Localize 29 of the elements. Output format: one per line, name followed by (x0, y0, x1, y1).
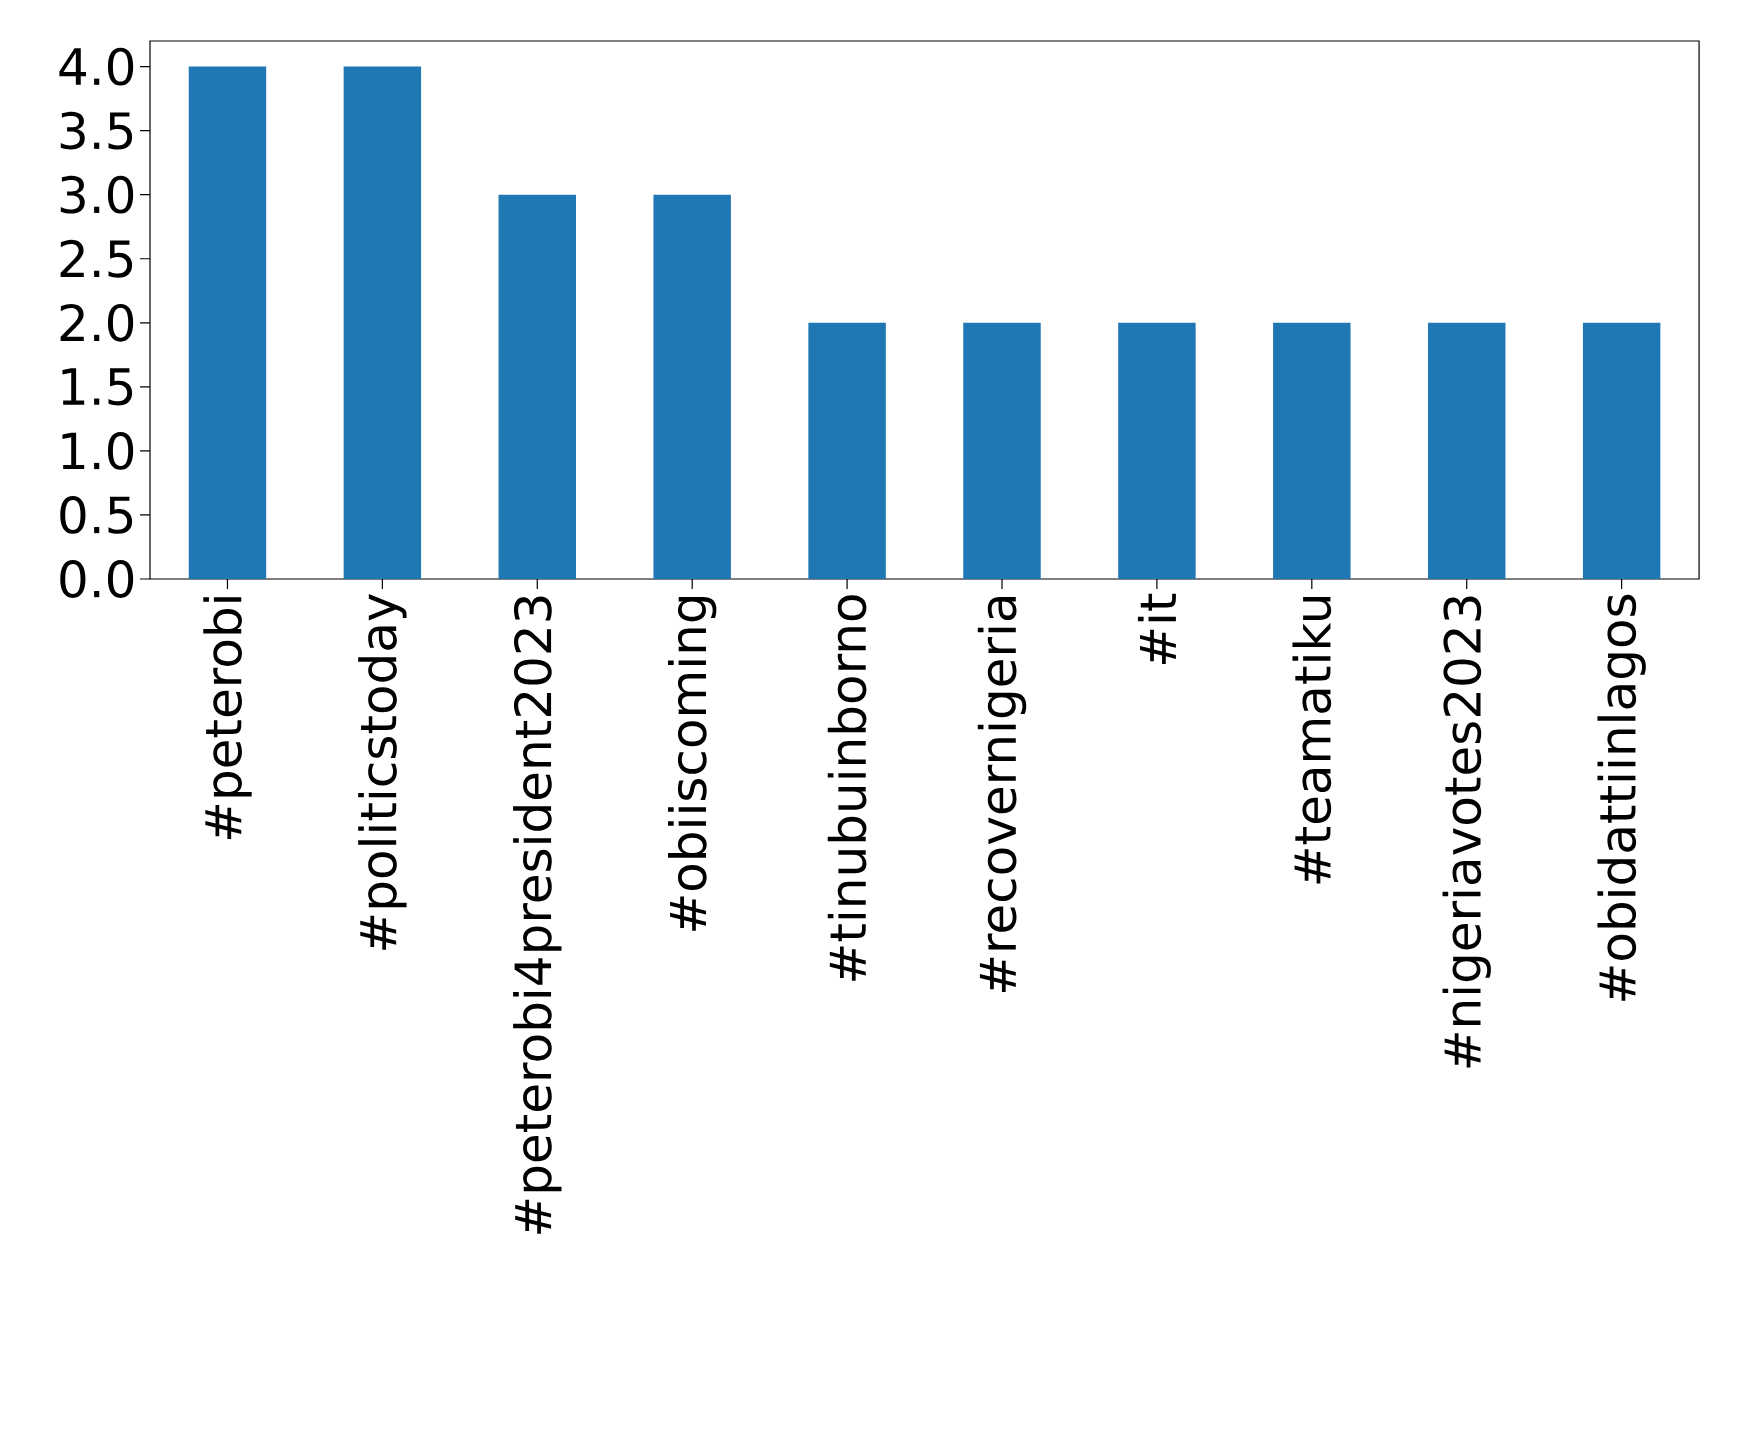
bar (1582, 322, 1661, 579)
bar (498, 194, 576, 579)
x-tick-label: #recovernigeria (977, 597, 1027, 993)
x-tick-label: #obiiscoming (667, 596, 717, 931)
y-tick-label: 1.0 (62, 431, 134, 470)
bar (653, 194, 731, 579)
bar (188, 66, 267, 579)
x-tick-label: #nigeriavotes2023 (1442, 596, 1491, 1068)
bar (343, 66, 422, 579)
x-tick-label: #tinubuinborno (827, 595, 867, 981)
y-tick-label: 4.0 (59, 47, 134, 86)
y-tick-label: 2.5 (60, 239, 133, 278)
x-tick-label: #peterobi (203, 597, 252, 840)
y-tick-label: 3.0 (60, 175, 134, 214)
bar (1427, 322, 1506, 579)
x-tick-label: #peterobi4president2023 (513, 596, 562, 1234)
y-tick-label: 0.0 (60, 560, 134, 598)
bar (963, 322, 1041, 579)
y-tick-label: 3.5 (60, 111, 133, 150)
x-tick-label: #politicstoday (358, 593, 407, 950)
bar (808, 322, 886, 579)
x-tick-label: #it (1137, 593, 1176, 665)
y-tick-label: 2.0 (60, 303, 134, 342)
y-tick-label: 1.5 (62, 368, 133, 406)
x-tick-label: #teamatiku (1292, 597, 1332, 884)
x-tick-label: #obidattiinlagos (1597, 594, 1646, 1001)
y-tick-label: 0.5 (60, 496, 133, 534)
bar (1273, 322, 1351, 579)
bar (1118, 322, 1196, 579)
